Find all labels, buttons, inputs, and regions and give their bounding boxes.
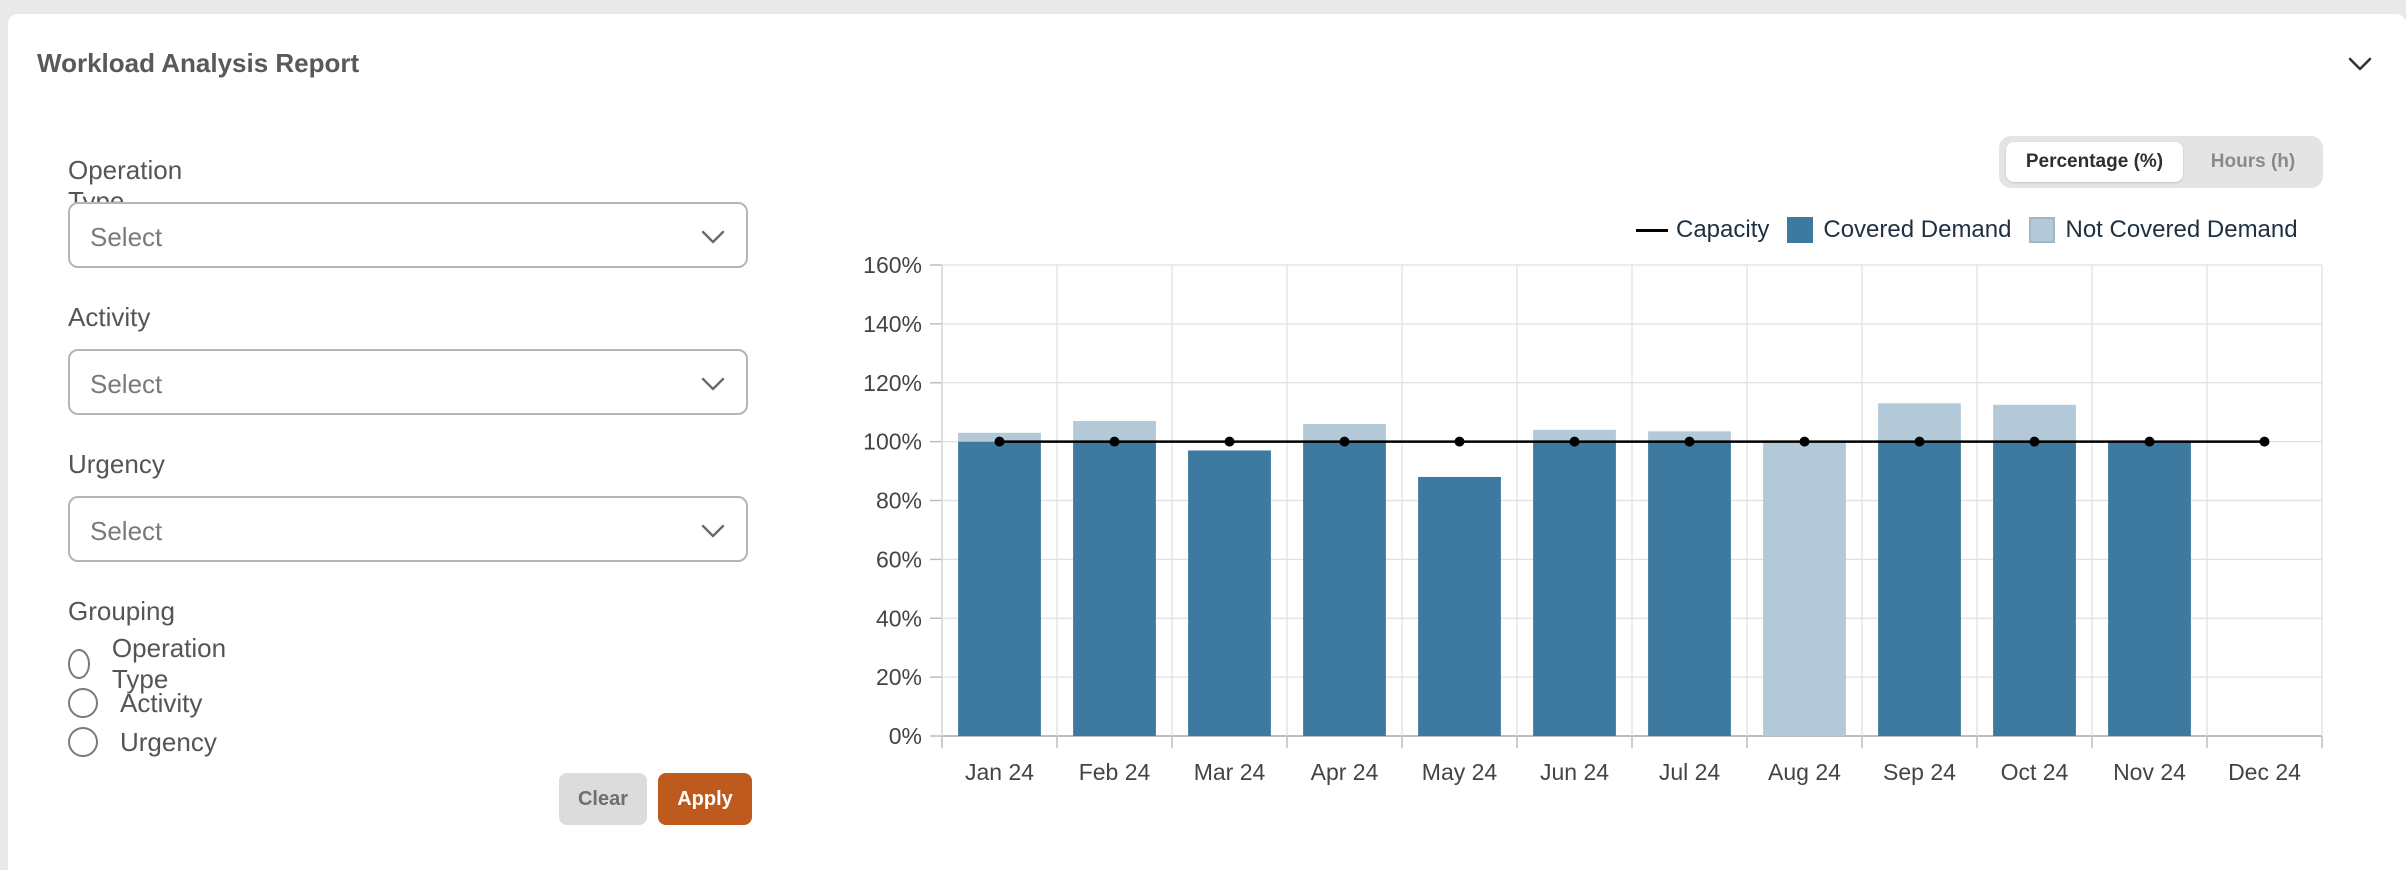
x-tick-label: Oct 24 — [2001, 759, 2069, 785]
y-tick-label: 0% — [889, 723, 922, 749]
bar-covered-may-24 — [1418, 476, 1501, 736]
capacity-point — [2259, 436, 2270, 447]
x-tick-label: Mar 24 — [1194, 759, 1266, 785]
activity-select[interactable]: Select — [68, 349, 748, 415]
toggle-hours[interactable]: Hours (h) — [2210, 151, 2296, 172]
grouping-label: Grouping — [68, 596, 175, 626]
legend-covered[interactable]: Covered Demand — [1787, 216, 2011, 244]
capacity-point — [1224, 436, 1235, 447]
x-tick-label: Feb 24 — [1079, 759, 1151, 785]
activity-label: Activity — [68, 302, 151, 332]
covered-swatch — [1787, 217, 1814, 243]
y-tick-label: 20% — [876, 664, 922, 690]
grouping-radio-operation-type[interactable]: Operation Type — [68, 633, 234, 694]
capacity-line-swatch — [1636, 228, 1668, 232]
grouping-radio-activity[interactable]: Activity — [68, 685, 202, 721]
urgency-select[interactable]: Select — [68, 496, 748, 562]
capacity-point — [2144, 436, 2155, 447]
activity-select-value: Select — [90, 369, 163, 399]
bar-covered-jul-24 — [1648, 441, 1731, 736]
radio-label: Activity — [120, 687, 203, 718]
capacity-point — [1684, 436, 1695, 447]
bar-covered-feb-24 — [1073, 441, 1156, 736]
y-tick-label: 80% — [876, 488, 922, 514]
x-tick-label: Sep 24 — [1883, 759, 1956, 785]
y-tick-label: 40% — [876, 605, 922, 631]
view-toggle: Percentage (%) Hours (h) — [1999, 136, 2323, 188]
not-covered-swatch — [2029, 217, 2056, 243]
legend-covered-label: Covered Demand — [1823, 216, 2012, 243]
operation-type-select[interactable]: Select — [68, 202, 748, 268]
bar-not-covered-sep-24 — [1878, 403, 1961, 442]
bar-covered-apr-24 — [1303, 441, 1386, 736]
y-tick-label: 140% — [863, 311, 922, 337]
bar-covered-oct-24 — [1993, 441, 2076, 736]
legend-capacity[interactable]: Capacity — [1636, 216, 1769, 244]
capacity-point — [1799, 436, 1810, 447]
radio-label: Operation Type — [111, 633, 227, 694]
legend-capacity-label: Capacity — [1676, 216, 1770, 243]
collapse-button[interactable] — [2340, 44, 2380, 84]
capacity-point — [2029, 436, 2040, 447]
bar-not-covered-aug-24 — [1763, 441, 1846, 736]
capacity-point — [1109, 436, 1120, 447]
x-tick-label: Jun 24 — [1540, 759, 1609, 785]
x-tick-label: Nov 24 — [2113, 759, 2186, 785]
radio-circle[interactable] — [68, 688, 98, 718]
bar-not-covered-jun-24 — [1533, 429, 1616, 442]
urgency-select-value: Select — [90, 516, 163, 546]
capacity-point — [1914, 436, 1925, 447]
clear-button[interactable]: Clear — [559, 773, 647, 825]
radio-circle[interactable] — [68, 649, 90, 679]
x-tick-label: Apr 24 — [1311, 759, 1379, 785]
bar-covered-jan-24 — [958, 441, 1041, 736]
bar-not-covered-oct-24 — [1993, 404, 2076, 442]
bar-covered-mar-24 — [1188, 450, 1271, 736]
y-tick-label: 60% — [876, 546, 922, 572]
chart-legend: Capacity Covered Demand Not Covered Dema… — [1636, 216, 2298, 244]
y-tick-label: 100% — [863, 429, 922, 455]
x-tick-label: Dec 24 — [2228, 759, 2301, 785]
operation-type-select-value: Select — [90, 222, 163, 252]
apply-button[interactable]: Apply — [658, 773, 752, 825]
workload-chart: 0% 20% 40% 60% 80% 100% 120% 140% 160% Jan 24 Feb … — [863, 252, 2323, 785]
radio-label: Urgency — [120, 726, 217, 757]
toggle-percentage[interactable]: Percentage (%) — [2006, 142, 2183, 182]
bar-covered-nov-24 — [2108, 441, 2191, 736]
legend-not-covered[interactable]: Not Covered Demand — [2029, 216, 2298, 244]
chevron-up-icon — [2348, 57, 2372, 71]
x-tick-label: Jul 24 — [1659, 759, 1721, 785]
y-tick-label: 160% — [863, 252, 922, 278]
bar-not-covered-apr-24 — [1303, 423, 1386, 442]
chevron-down-icon — [701, 524, 725, 538]
report-title: Workload Analysis Report — [37, 48, 360, 78]
bar-covered-jun-24 — [1533, 441, 1616, 736]
bar-not-covered-jul-24 — [1648, 431, 1731, 442]
capacity-point — [994, 436, 1005, 447]
bar-not-covered-feb-24 — [1073, 421, 1156, 442]
urgency-label: Urgency — [68, 449, 165, 479]
chevron-down-icon — [701, 377, 725, 391]
capacity-point — [1339, 436, 1350, 447]
radio-circle[interactable] — [68, 727, 98, 757]
x-tick-label: Aug 24 — [1768, 759, 1841, 785]
legend-not-covered-label: Not Covered Demand — [2065, 216, 2298, 243]
x-tick-label: May 24 — [1422, 759, 1498, 785]
chevron-down-icon — [701, 230, 725, 244]
capacity-point — [1454, 436, 1465, 447]
y-tick-label: 120% — [863, 370, 922, 396]
grouping-radio-urgency[interactable]: Urgency — [68, 724, 217, 760]
capacity-point — [1569, 436, 1580, 447]
bar-covered-sep-24 — [1878, 441, 1961, 736]
x-tick-label: Jan 24 — [965, 759, 1034, 785]
